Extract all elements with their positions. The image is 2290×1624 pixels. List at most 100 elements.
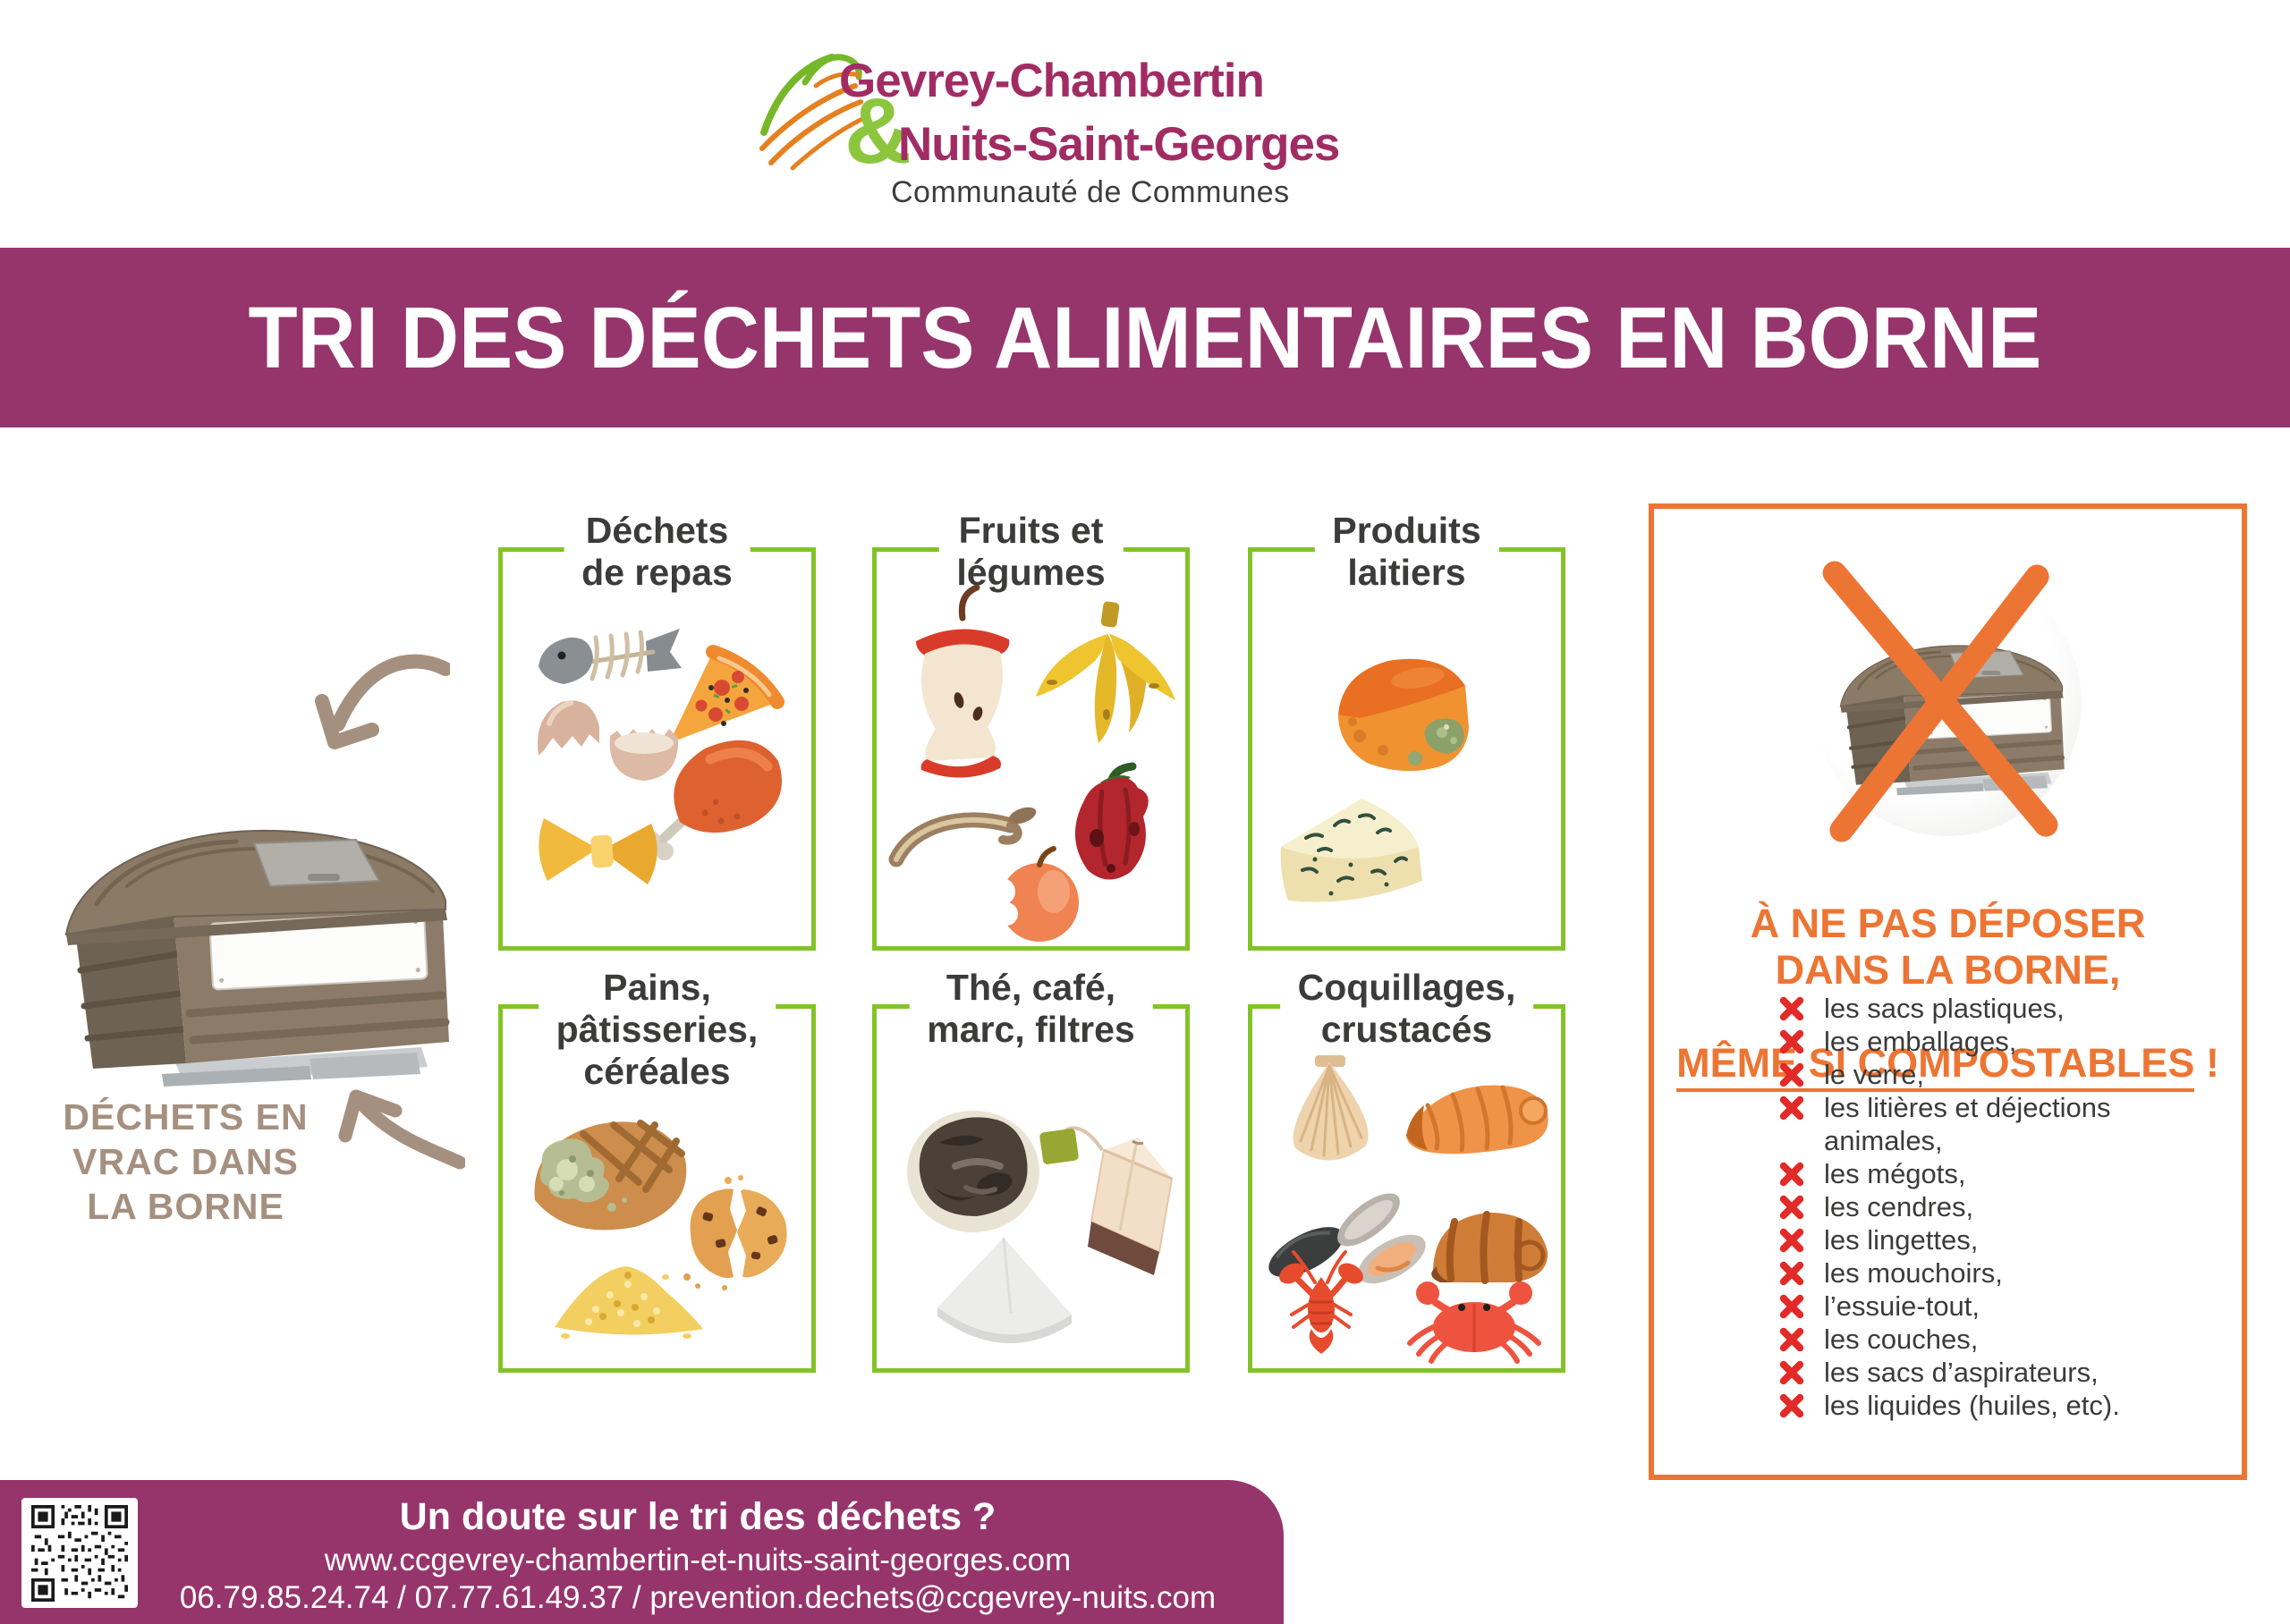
- forbidden-item: les emballages,: [1777, 1025, 2207, 1058]
- red-x-icon: [1779, 1095, 1804, 1121]
- coffee-grounds-icon: [907, 1111, 1039, 1232]
- red-x-icon: [1779, 1195, 1804, 1220]
- red-x-icon: [1779, 1029, 1804, 1054]
- category-box-dechets-de-repas: Déchets de repas: [498, 510, 816, 951]
- tea-bag-icon: [1039, 1126, 1174, 1275]
- red-x-icon: [1779, 1327, 1804, 1352]
- red-x-icon: [1779, 1261, 1804, 1286]
- red-x-icon: [1779, 996, 1804, 1021]
- forbidden-item: les cendres,: [1777, 1190, 2207, 1223]
- curved-arrow-to-bin-top-icon: [315, 654, 450, 749]
- conch-shell-icon: [1406, 1085, 1548, 1155]
- qr-code: [21, 1498, 138, 1608]
- scallop-shell-icon: [1293, 1055, 1369, 1161]
- banana-peel-icon: [1036, 601, 1175, 743]
- category-illustrations-shellfish: [1268, 1055, 1548, 1364]
- forbidden-item: les sacs plastiques,: [1777, 992, 2207, 1025]
- category-illustrations-fruits-vegetables: [888, 584, 1175, 942]
- blue-cheese-wedge-icon: [1280, 799, 1422, 902]
- potato-peelings-icon: [888, 807, 1037, 867]
- red-x-icon: [1779, 1162, 1804, 1187]
- logo-ampersand: &: [844, 80, 912, 183]
- forbidden-item-label: les lingettes,: [1824, 1224, 1979, 1256]
- forbidden-item-label: les mouchoirs,: [1824, 1257, 2003, 1289]
- forbidden-item-label: les litières et déjections animales,: [1824, 1092, 2111, 1156]
- forbidden-heading: À NE PAS DÉPOSER DANS LA BORNE, MÊME SI …: [1654, 854, 2242, 1092]
- forbidden-heading-lines: À NE PAS DÉPOSER DANS LA BORNE,: [1750, 901, 2146, 993]
- forbidden-item-label: les liquides (huiles, etc).: [1824, 1390, 2120, 1421]
- forbidden-item: les mouchoirs,: [1777, 1256, 2207, 1290]
- forbidden-item-label: les cendres,: [1824, 1191, 1974, 1222]
- chicken-drumstick-icon: [642, 740, 782, 860]
- forbidden-item-label: le verre,: [1824, 1059, 1924, 1090]
- logo-name-line1: Gevrey-Chambertin: [839, 55, 1265, 107]
- category-illustrations-meal-waste: [538, 629, 785, 884]
- coffee-filter-icon: [937, 1237, 1072, 1344]
- forbidden-heading-suffix: !: [2194, 1040, 2219, 1086]
- category-illustrations-bread-pastry: [534, 1120, 787, 1339]
- forbidden-item-label: l’essuie-tout,: [1824, 1290, 1980, 1322]
- fish-bones-icon: [539, 629, 682, 684]
- forbidden-panel: À NE PAS DÉPOSER DANS LA BORNE, MÊME SI …: [1649, 503, 2247, 1480]
- category-title: Déchets de repas: [564, 510, 751, 594]
- farfalle-pasta-icon: [539, 818, 657, 884]
- footer-website: www.ccgevrey-chambertin-et-nuits-saint-g…: [324, 1543, 1072, 1577]
- forbidden-item: l’essuie-tout,: [1777, 1290, 2207, 1323]
- forbidden-item-label: les emballages,: [1824, 1026, 2017, 1057]
- forbidden-item: les mégots,: [1777, 1157, 2207, 1190]
- forbidden-item: les sacs d’aspirateurs,: [1777, 1356, 2207, 1389]
- crab-icon: [1407, 1281, 1541, 1364]
- category-title: Pains, pâtisseries, céréales: [538, 967, 776, 1093]
- category-box-pains-patisseries: Pains, pâtisseries, céréales: [498, 967, 816, 1373]
- bitten-fruit-icon: [988, 846, 1079, 942]
- forbidden-item-label: les mégots,: [1824, 1158, 1966, 1189]
- crossed-out-bin: [1788, 561, 2097, 842]
- orange-cross-icon: [1822, 561, 2058, 842]
- forbidden-item: le verre,: [1777, 1058, 2207, 1091]
- eggshells-icon: [538, 700, 679, 781]
- forbidden-item-label: les sacs d’aspirateurs,: [1824, 1357, 2099, 1388]
- forbidden-item-label: les sacs plastiques,: [1824, 993, 2065, 1024]
- rotten-pepper-icon: [1074, 762, 1149, 880]
- broken-cookie-icon: [683, 1175, 787, 1290]
- red-x-icon: [1779, 1062, 1804, 1087]
- sea-snail-shell-icon: [1431, 1211, 1548, 1284]
- category-box-fruits-legumes: Fruits et légumes: [872, 510, 1190, 951]
- pizza-slice-icon: [669, 645, 785, 743]
- category-box-produits-laitiers: Produits laitiers: [1248, 510, 1565, 951]
- mussels-icon: [1268, 1193, 1426, 1284]
- moldy-cheese-icon: [1338, 658, 1469, 772]
- forbidden-item-label: les couches,: [1824, 1324, 1979, 1355]
- vineyard-hills-logo-icon: [759, 54, 863, 170]
- category-title: Thé, café, marc, filtres: [909, 967, 1153, 1051]
- forbidden-items-list: les sacs plastiques, les emballages, le …: [1777, 992, 2207, 1422]
- category-box-coquillages: Coquillages, crustacés: [1248, 967, 1565, 1373]
- bin-caption: DÉCHETS EN VRAC DANS LA BORNE: [63, 1096, 309, 1227]
- apple-core-icon: [916, 584, 1010, 778]
- brown-collection-bin-illustration: [41, 799, 462, 1094]
- page-title: TRI DES DÉCHETS ALIMENTAIRES EN BORNE: [248, 288, 2042, 386]
- footer-contacts: 06.79.85.24.74 / 07.77.61.49.37 / preven…: [179, 1580, 1217, 1615]
- category-title: Coquillages, crustacés: [1279, 967, 1534, 1051]
- category-box-the-cafe: Thé, café, marc, filtres: [872, 967, 1190, 1373]
- logo-subtitle: Communauté de Communes: [891, 175, 1290, 209]
- category-title: Produits laitiers: [1314, 510, 1499, 594]
- forbidden-item: les lingettes,: [1777, 1223, 2207, 1256]
- qr-code-icon: [31, 1504, 128, 1602]
- footer-banner: Un doute sur le tri des déchets ? www.cc…: [0, 1480, 1284, 1624]
- footer-question: Un doute sur le tri des déchets ?: [399, 1495, 997, 1538]
- forbidden-item: les liquides (huiles, etc).: [1777, 1389, 2207, 1422]
- red-x-icon: [1779, 1360, 1804, 1385]
- moldy-bread-icon: [534, 1120, 687, 1231]
- category-title: Fruits et légumes: [938, 510, 1124, 594]
- lobster-icon: [1279, 1250, 1363, 1354]
- forbidden-item: les litières et déjections animales,: [1777, 1091, 2207, 1157]
- category-illustrations-tea-coffee: [907, 1111, 1174, 1344]
- forbidden-item: les couches,: [1777, 1323, 2207, 1356]
- cereal-pile-icon: [555, 1266, 703, 1339]
- red-x-icon: [1779, 1228, 1804, 1253]
- category-illustrations-dairy: [1280, 658, 1469, 902]
- forbidden-heading-underlined: MÊME SI COMPOSTABLES: [1676, 1040, 2195, 1092]
- red-x-icon: [1779, 1294, 1804, 1319]
